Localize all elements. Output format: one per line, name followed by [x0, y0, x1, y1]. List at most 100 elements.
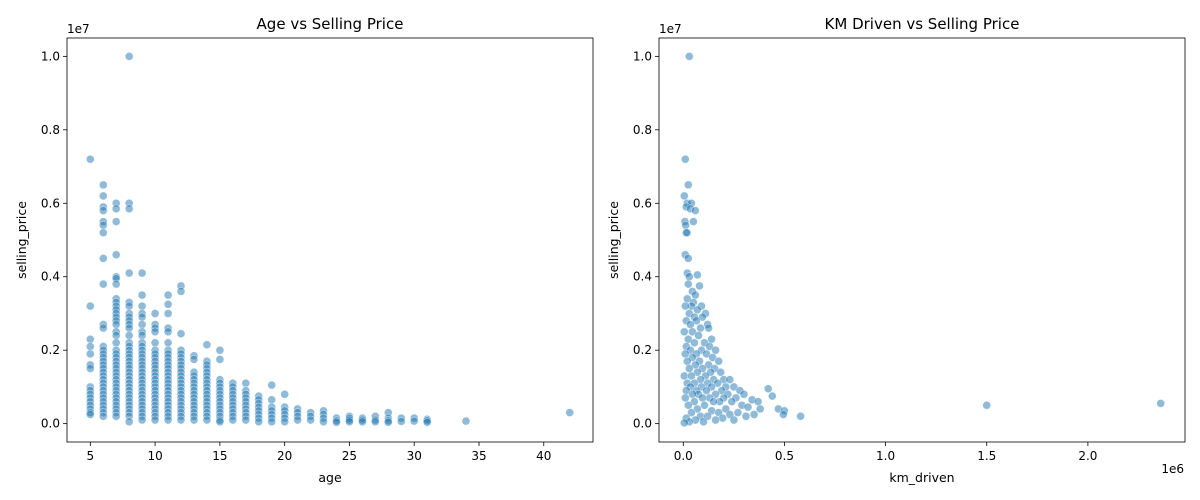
- data-point: [163, 327, 173, 337]
- data-point: [687, 408, 696, 417]
- data-point: [124, 268, 134, 278]
- data-point: [124, 204, 134, 214]
- y-axis-title: selling_price: [606, 201, 621, 279]
- data-point: [680, 301, 690, 311]
- data-point: [176, 329, 186, 339]
- data-point: [727, 397, 737, 406]
- data-point: [176, 287, 186, 296]
- data-point: [99, 191, 108, 201]
- y-tick-label: 0.2: [41, 343, 60, 357]
- x-axis-ticks: 0.0 0.5 1.0 1.5 2.0: [674, 442, 1097, 463]
- data-point: [680, 393, 690, 403]
- data-point: [99, 279, 108, 289]
- data-point: [679, 191, 689, 201]
- data-point: [714, 356, 724, 366]
- data-point: [681, 221, 691, 230]
- data-point: [684, 52, 694, 61]
- x-axis-title: age: [318, 470, 342, 485]
- data-point: [111, 279, 121, 289]
- data-point: [137, 415, 147, 425]
- x-tick-label: 20: [277, 449, 292, 463]
- data-point: [725, 375, 735, 384]
- data-point: [698, 393, 707, 403]
- data-point: [254, 417, 264, 427]
- data-point: [370, 417, 380, 427]
- data-point: [683, 400, 693, 410]
- y-tick-label: 1.0: [633, 49, 652, 63]
- data-point: [241, 415, 251, 425]
- data-point: [707, 334, 716, 344]
- data-point: [686, 320, 695, 329]
- data-point: [767, 391, 777, 401]
- data-point: [99, 206, 108, 215]
- x-tick-label: 1.0: [876, 449, 895, 463]
- data-point: [86, 154, 95, 164]
- data-point: [150, 327, 160, 337]
- data-point: [111, 320, 121, 329]
- data-point: [409, 416, 419, 426]
- data-point: [565, 408, 575, 417]
- data-point: [422, 417, 432, 427]
- data-point: [796, 411, 805, 421]
- age-vs-price-panel: Age vs Selling Price 1e7 5 10 15 20 25 30 35 40…: [14, 15, 594, 485]
- data-point: [699, 417, 708, 427]
- data-point: [695, 281, 704, 291]
- x-tick-label: 1.5: [977, 449, 996, 463]
- data-point: [86, 349, 95, 359]
- data-point: [124, 417, 134, 427]
- data-point: [683, 279, 693, 289]
- data-point: [718, 413, 728, 423]
- x-offset-label: 1e6: [1161, 462, 1184, 476]
- data-point: [684, 364, 694, 373]
- data-point: [306, 415, 315, 425]
- data-point: [716, 367, 726, 377]
- data-point: [679, 418, 689, 428]
- y-tick-label: 0.8: [41, 123, 60, 137]
- data-point: [228, 415, 238, 425]
- y-tick-label: 1.0: [41, 49, 60, 63]
- data-point: [741, 411, 751, 421]
- data-point: [111, 411, 121, 421]
- x-axis-title: km_driven: [889, 470, 954, 485]
- data-point: [683, 254, 693, 263]
- x-axis-ticks: 5 10 15 20 25 30 35 40: [86, 442, 551, 463]
- x-tick-label: 30: [407, 449, 422, 463]
- data-point: [202, 340, 212, 350]
- data-point: [163, 338, 173, 348]
- data-point: [280, 417, 290, 427]
- x-tick-label: 5: [86, 449, 94, 463]
- y-tick-label: 0.4: [633, 270, 652, 284]
- data-point: [99, 180, 108, 190]
- data-point: [137, 320, 147, 329]
- data-point: [704, 323, 713, 333]
- y-tick-label: 0.6: [41, 196, 60, 210]
- data-point: [711, 345, 720, 355]
- data-point: [111, 217, 121, 226]
- data-point: [779, 410, 788, 419]
- y-tick-label: 0.4: [41, 270, 60, 284]
- data-point: [86, 301, 95, 311]
- data-point: [345, 417, 354, 427]
- scatter-points: [679, 52, 1165, 428]
- data-point: [150, 338, 160, 348]
- data-point: [163, 299, 173, 309]
- data-point: [124, 331, 134, 340]
- data-point: [150, 309, 160, 318]
- data-point: [215, 355, 225, 364]
- data-point: [99, 228, 108, 237]
- data-point: [99, 254, 108, 263]
- data-point: [202, 415, 212, 425]
- data-point: [99, 323, 108, 333]
- data-point: [691, 290, 700, 300]
- x-tick-label: 10: [147, 449, 162, 463]
- data-point: [189, 355, 199, 364]
- y-tick-label: 0.8: [633, 123, 652, 137]
- x-tick-label: 35: [471, 449, 486, 463]
- y-axis-ticks: 0.0 0.2 0.4 0.6 0.8 1.0: [41, 49, 67, 431]
- y-offset-label: 1e7: [659, 22, 682, 36]
- data-point: [696, 323, 705, 333]
- data-point: [693, 270, 702, 280]
- data-point: [694, 331, 703, 340]
